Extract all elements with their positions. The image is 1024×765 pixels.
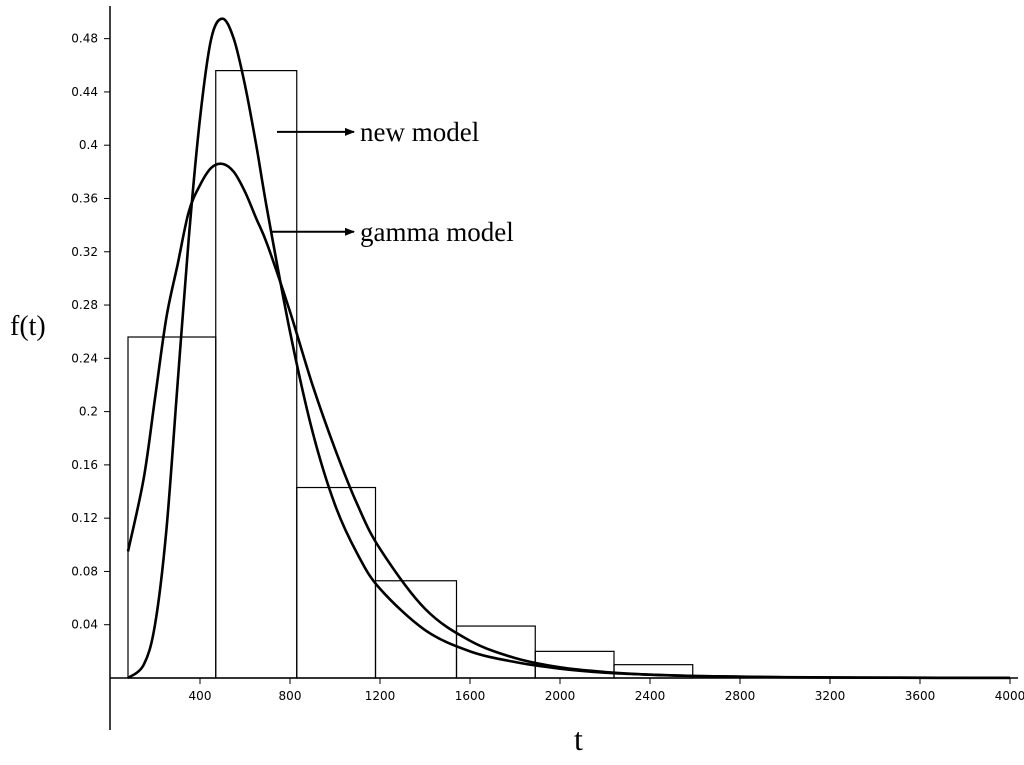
series-line-new-model bbox=[127, 17, 1011, 680]
y-tick-label: 0.36 bbox=[71, 191, 98, 205]
annotation-label: gamma model bbox=[360, 217, 514, 247]
x-tick-label: 800 bbox=[279, 689, 302, 703]
x-tick-label: 3600 bbox=[905, 689, 936, 703]
x-tick-label: 1600 bbox=[455, 689, 486, 703]
series-line-gamma-model bbox=[126, 162, 1011, 680]
x-tick-label: 2800 bbox=[725, 689, 756, 703]
y-tick-label: 0.28 bbox=[71, 298, 98, 312]
x-ticks: 400 800 1200 1600 2000 2400 2800 3200 3600 4000 bbox=[189, 678, 1024, 703]
y-tick-label: 0.12 bbox=[71, 511, 98, 525]
annotation-label: new model bbox=[360, 117, 479, 147]
x-tick-label: 1200 bbox=[365, 689, 396, 703]
histogram bbox=[127, 70, 694, 679]
x-tick-label: 2000 bbox=[545, 689, 576, 703]
y-tick-label: 0.44 bbox=[71, 85, 98, 99]
x-tick-label: 3200 bbox=[815, 689, 846, 703]
x-tick-label: 400 bbox=[189, 689, 212, 703]
histogram-bar bbox=[215, 70, 298, 679]
axes bbox=[109, 6, 1018, 730]
annotations: new model gamma model bbox=[270, 117, 514, 247]
x-tick-label: 4000 bbox=[995, 689, 1024, 703]
y-tick-label: 0.2 bbox=[79, 405, 98, 419]
x-axis-title: t bbox=[574, 721, 583, 757]
y-tick-label: 0.16 bbox=[71, 458, 98, 472]
x-tick-label: 2400 bbox=[635, 689, 666, 703]
y-axis-title: f(t) bbox=[10, 311, 46, 342]
y-tick-label: 0.32 bbox=[71, 245, 98, 259]
y-tick-label: 0.4 bbox=[79, 138, 98, 152]
curves bbox=[126, 17, 1011, 680]
y-tick-label: 0.48 bbox=[71, 32, 98, 46]
y-tick-label: 0.04 bbox=[71, 618, 98, 632]
y-tick-label: 0.08 bbox=[71, 564, 98, 578]
y-tick-label: 0.24 bbox=[71, 351, 98, 365]
histogram-bar bbox=[127, 336, 217, 679]
y-ticks: 0.04 0.08 0.12 0.16 0.2 0.24 0.28 0.32 0.36 0.4 0.… bbox=[71, 32, 110, 632]
